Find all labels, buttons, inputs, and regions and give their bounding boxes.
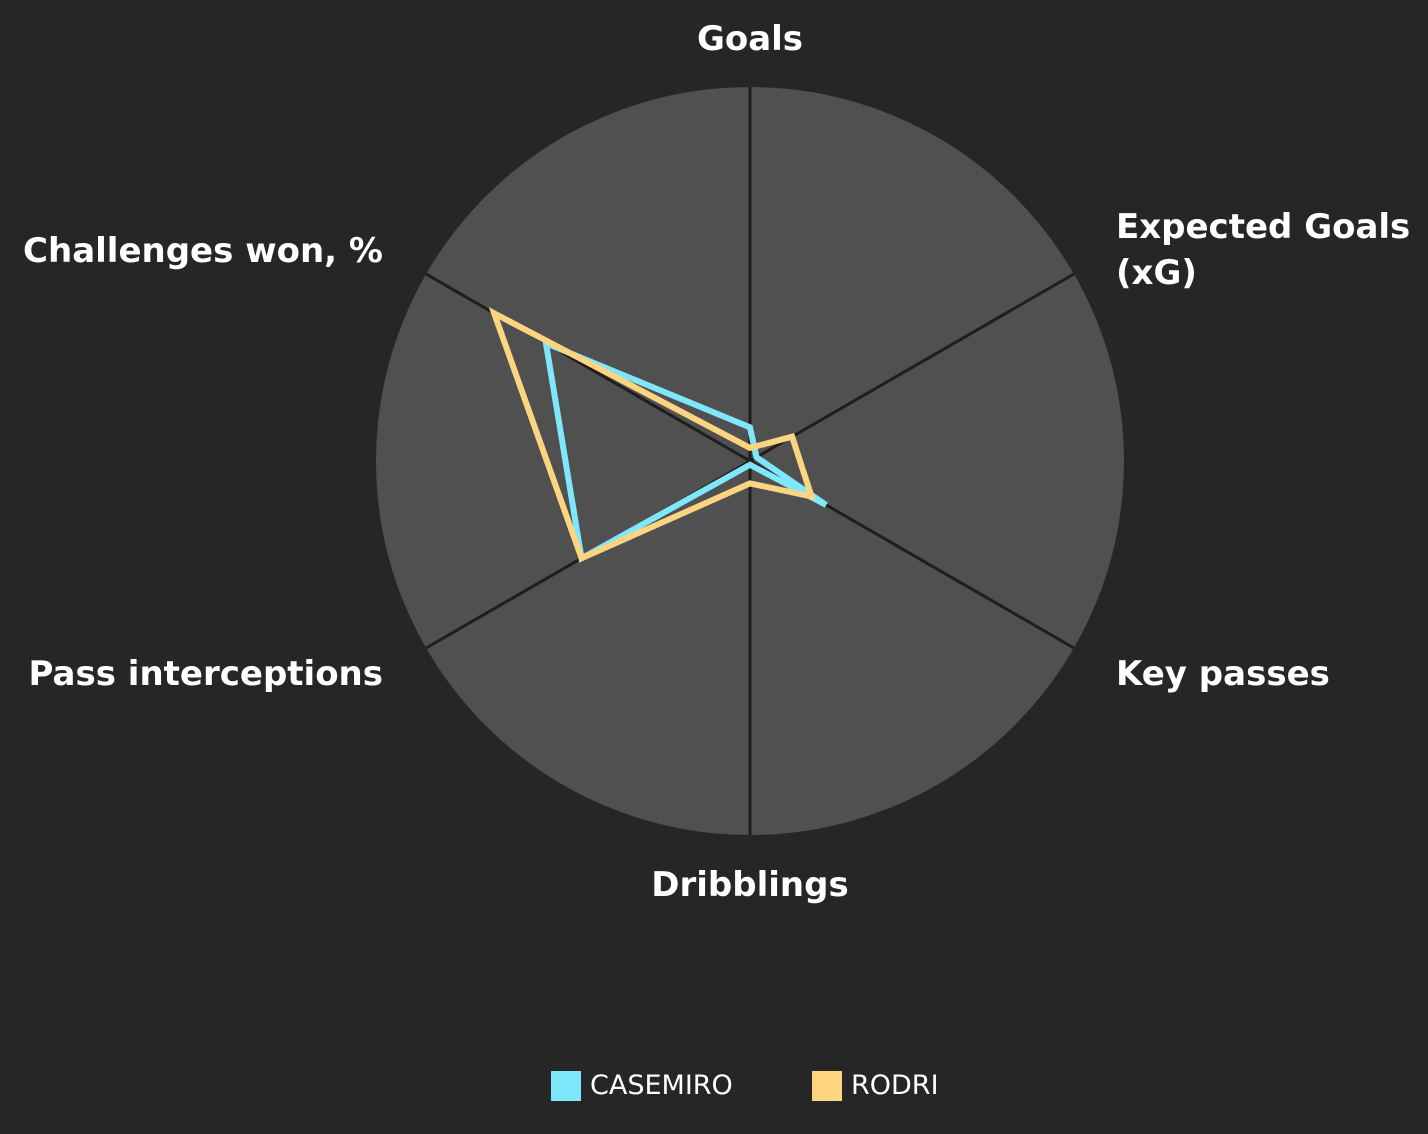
- legend-swatch: [551, 1071, 581, 1101]
- category-label: Expected Goals (xG): [1116, 207, 1411, 293]
- category-label: Dribblings: [651, 865, 849, 905]
- axis-spoke: [425, 272, 751, 463]
- axis-spoke: [749, 272, 1075, 463]
- legend-label: RODRI: [851, 1070, 939, 1101]
- category-label: Key passes: [1116, 654, 1330, 694]
- category-label: Challenges won, %: [23, 231, 383, 271]
- series-polygon: [488, 307, 816, 563]
- legend-label: CASEMIRO: [590, 1070, 733, 1101]
- category-label: Pass interceptions: [28, 654, 383, 694]
- legend-swatch: [812, 1071, 842, 1101]
- category-label: Goals: [696, 19, 804, 59]
